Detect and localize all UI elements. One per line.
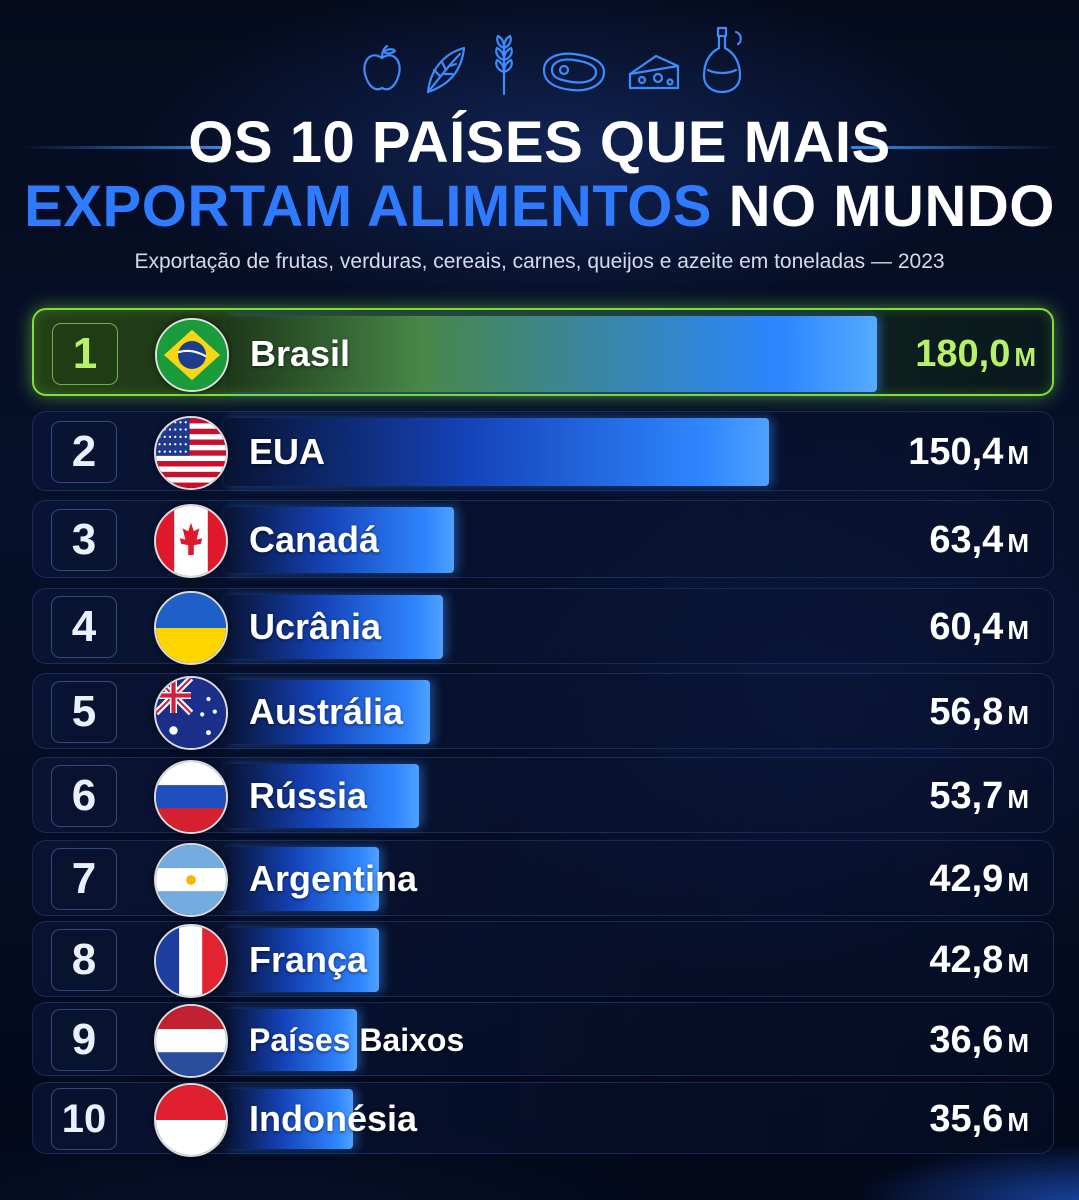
rank-number: 1 bbox=[52, 323, 118, 385]
value-bar bbox=[224, 928, 379, 992]
rank-number: 7 bbox=[51, 848, 117, 910]
apple-icon bbox=[363, 44, 401, 91]
flag-canada-icon bbox=[154, 504, 228, 578]
value-bar bbox=[224, 507, 454, 573]
ranking-row: 8 França 42,8 M bbox=[32, 921, 1054, 998]
value-number: 60,4 bbox=[929, 606, 1004, 648]
value-number: 35,6 bbox=[929, 1098, 1004, 1140]
value-bar bbox=[225, 316, 877, 392]
rank-number: 5 bbox=[51, 681, 117, 743]
country-name: EUA bbox=[249, 431, 326, 472]
wheat-icon bbox=[495, 34, 513, 96]
value-unit: M bbox=[1007, 440, 1029, 470]
subtitle: Exportação de frutas, verduras, cereais,… bbox=[134, 250, 945, 273]
value-unit: M bbox=[1007, 528, 1029, 558]
title-decoration-right bbox=[851, 146, 1061, 149]
title-accent: EXPORTAM ALIMENTOS bbox=[24, 174, 712, 239]
value-bar bbox=[224, 680, 430, 744]
country-name: Ucrânia bbox=[249, 606, 382, 647]
flag-netherlands-icon bbox=[154, 1004, 228, 1078]
value-label: 56,8 M bbox=[929, 690, 1029, 737]
value-number: 63,4 bbox=[929, 519, 1004, 561]
value-label: 36,6 M bbox=[929, 1018, 1029, 1065]
value-label: 53,7 M bbox=[929, 774, 1029, 821]
country-name: Indonésia bbox=[249, 1098, 418, 1139]
country-name: França bbox=[249, 939, 368, 980]
ranking-row: 10 Indonésia 35,6 M bbox=[32, 1082, 1054, 1157]
flag-ukraine-icon bbox=[154, 591, 228, 665]
value-bar bbox=[224, 1009, 357, 1071]
value-unit: M bbox=[1007, 948, 1029, 978]
value-bar bbox=[224, 418, 769, 486]
title-line-2: EXPORTAM ALIMENTOS NO MUNDO bbox=[0, 172, 1079, 242]
value-number: 42,8 bbox=[929, 939, 1004, 981]
value-bar bbox=[224, 1089, 353, 1149]
rank-number: 2 bbox=[51, 421, 117, 483]
ranking-row: 3 Canadá 63,4 M bbox=[32, 500, 1054, 578]
flag-argentina-icon bbox=[154, 843, 228, 917]
value-number: 150,4 bbox=[908, 431, 1004, 473]
value-label: 60,4 M bbox=[929, 605, 1029, 652]
title-rest: NO MUNDO bbox=[728, 174, 1055, 239]
food-icons-row bbox=[360, 18, 760, 96]
rank-number: 4 bbox=[51, 596, 117, 658]
value-label: 150,4 M bbox=[908, 430, 1029, 477]
value-label: 42,9 M bbox=[929, 857, 1029, 904]
country-name: Países Baixos bbox=[249, 1022, 465, 1058]
flag-russia-icon bbox=[154, 760, 228, 834]
ranking-row: 7 Argentina 42,9 M bbox=[32, 840, 1054, 917]
flag-australia-icon bbox=[154, 676, 228, 750]
value-bar bbox=[224, 764, 419, 828]
value-unit: M bbox=[1007, 784, 1029, 814]
value-bar bbox=[224, 595, 443, 659]
value-unit: M bbox=[1007, 867, 1029, 897]
ranking-row: 5 Austrália 56,8 M bbox=[32, 673, 1054, 750]
ranking-row: 9 Países Baixos 36,6 M bbox=[32, 1002, 1054, 1078]
ranking-row: 6 Rússia 53,7 M bbox=[32, 757, 1054, 834]
rank-number: 8 bbox=[51, 929, 117, 991]
value-number: 180,0 bbox=[915, 333, 1011, 375]
title-decoration-left bbox=[18, 146, 228, 149]
flag-usa-icon bbox=[154, 416, 228, 490]
value-label: 63,4 M bbox=[929, 518, 1029, 565]
value-number: 56,8 bbox=[929, 691, 1004, 733]
rank-number: 6 bbox=[51, 765, 117, 827]
country-name: Rússia bbox=[249, 775, 368, 816]
olive-oil-bottle-icon bbox=[702, 26, 742, 94]
value-bar bbox=[224, 847, 379, 911]
value-label: 42,8 M bbox=[929, 938, 1029, 985]
value-unit: M bbox=[1007, 1107, 1029, 1137]
ranking-row: 4 Ucrânia 60,4 M bbox=[32, 588, 1054, 665]
cheese-icon bbox=[628, 54, 680, 90]
country-name: Brasil bbox=[250, 333, 351, 374]
leafy-greens-icon bbox=[426, 46, 466, 94]
country-name: Canadá bbox=[249, 519, 380, 560]
flag-france-icon bbox=[154, 924, 228, 998]
country-name: Austrália bbox=[249, 691, 404, 732]
value-label: 180,0 M bbox=[915, 332, 1036, 379]
value-number: 36,6 bbox=[929, 1019, 1004, 1061]
rank-number: 3 bbox=[51, 509, 117, 571]
value-unit: M bbox=[1014, 342, 1036, 372]
steak-icon bbox=[542, 52, 606, 92]
value-number: 53,7 bbox=[929, 775, 1004, 817]
value-number: 42,9 bbox=[929, 858, 1004, 900]
ranking-row: 1 Brasil 180,0 M bbox=[32, 308, 1054, 396]
rank-number: 9 bbox=[51, 1009, 117, 1071]
flag-brazil-icon bbox=[155, 318, 229, 392]
ranking-row: 2 EUA 150,4 M bbox=[32, 411, 1054, 491]
title-line-1: OS 10 PAÍSES QUE MAIS bbox=[188, 110, 891, 175]
value-unit: M bbox=[1007, 700, 1029, 730]
value-unit: M bbox=[1007, 1028, 1029, 1058]
value-unit: M bbox=[1007, 615, 1029, 645]
flag-indonesia-icon bbox=[154, 1083, 228, 1157]
value-label: 35,6 M bbox=[929, 1097, 1029, 1144]
rank-number: 10 bbox=[51, 1088, 117, 1150]
country-name: Argentina bbox=[249, 858, 418, 899]
